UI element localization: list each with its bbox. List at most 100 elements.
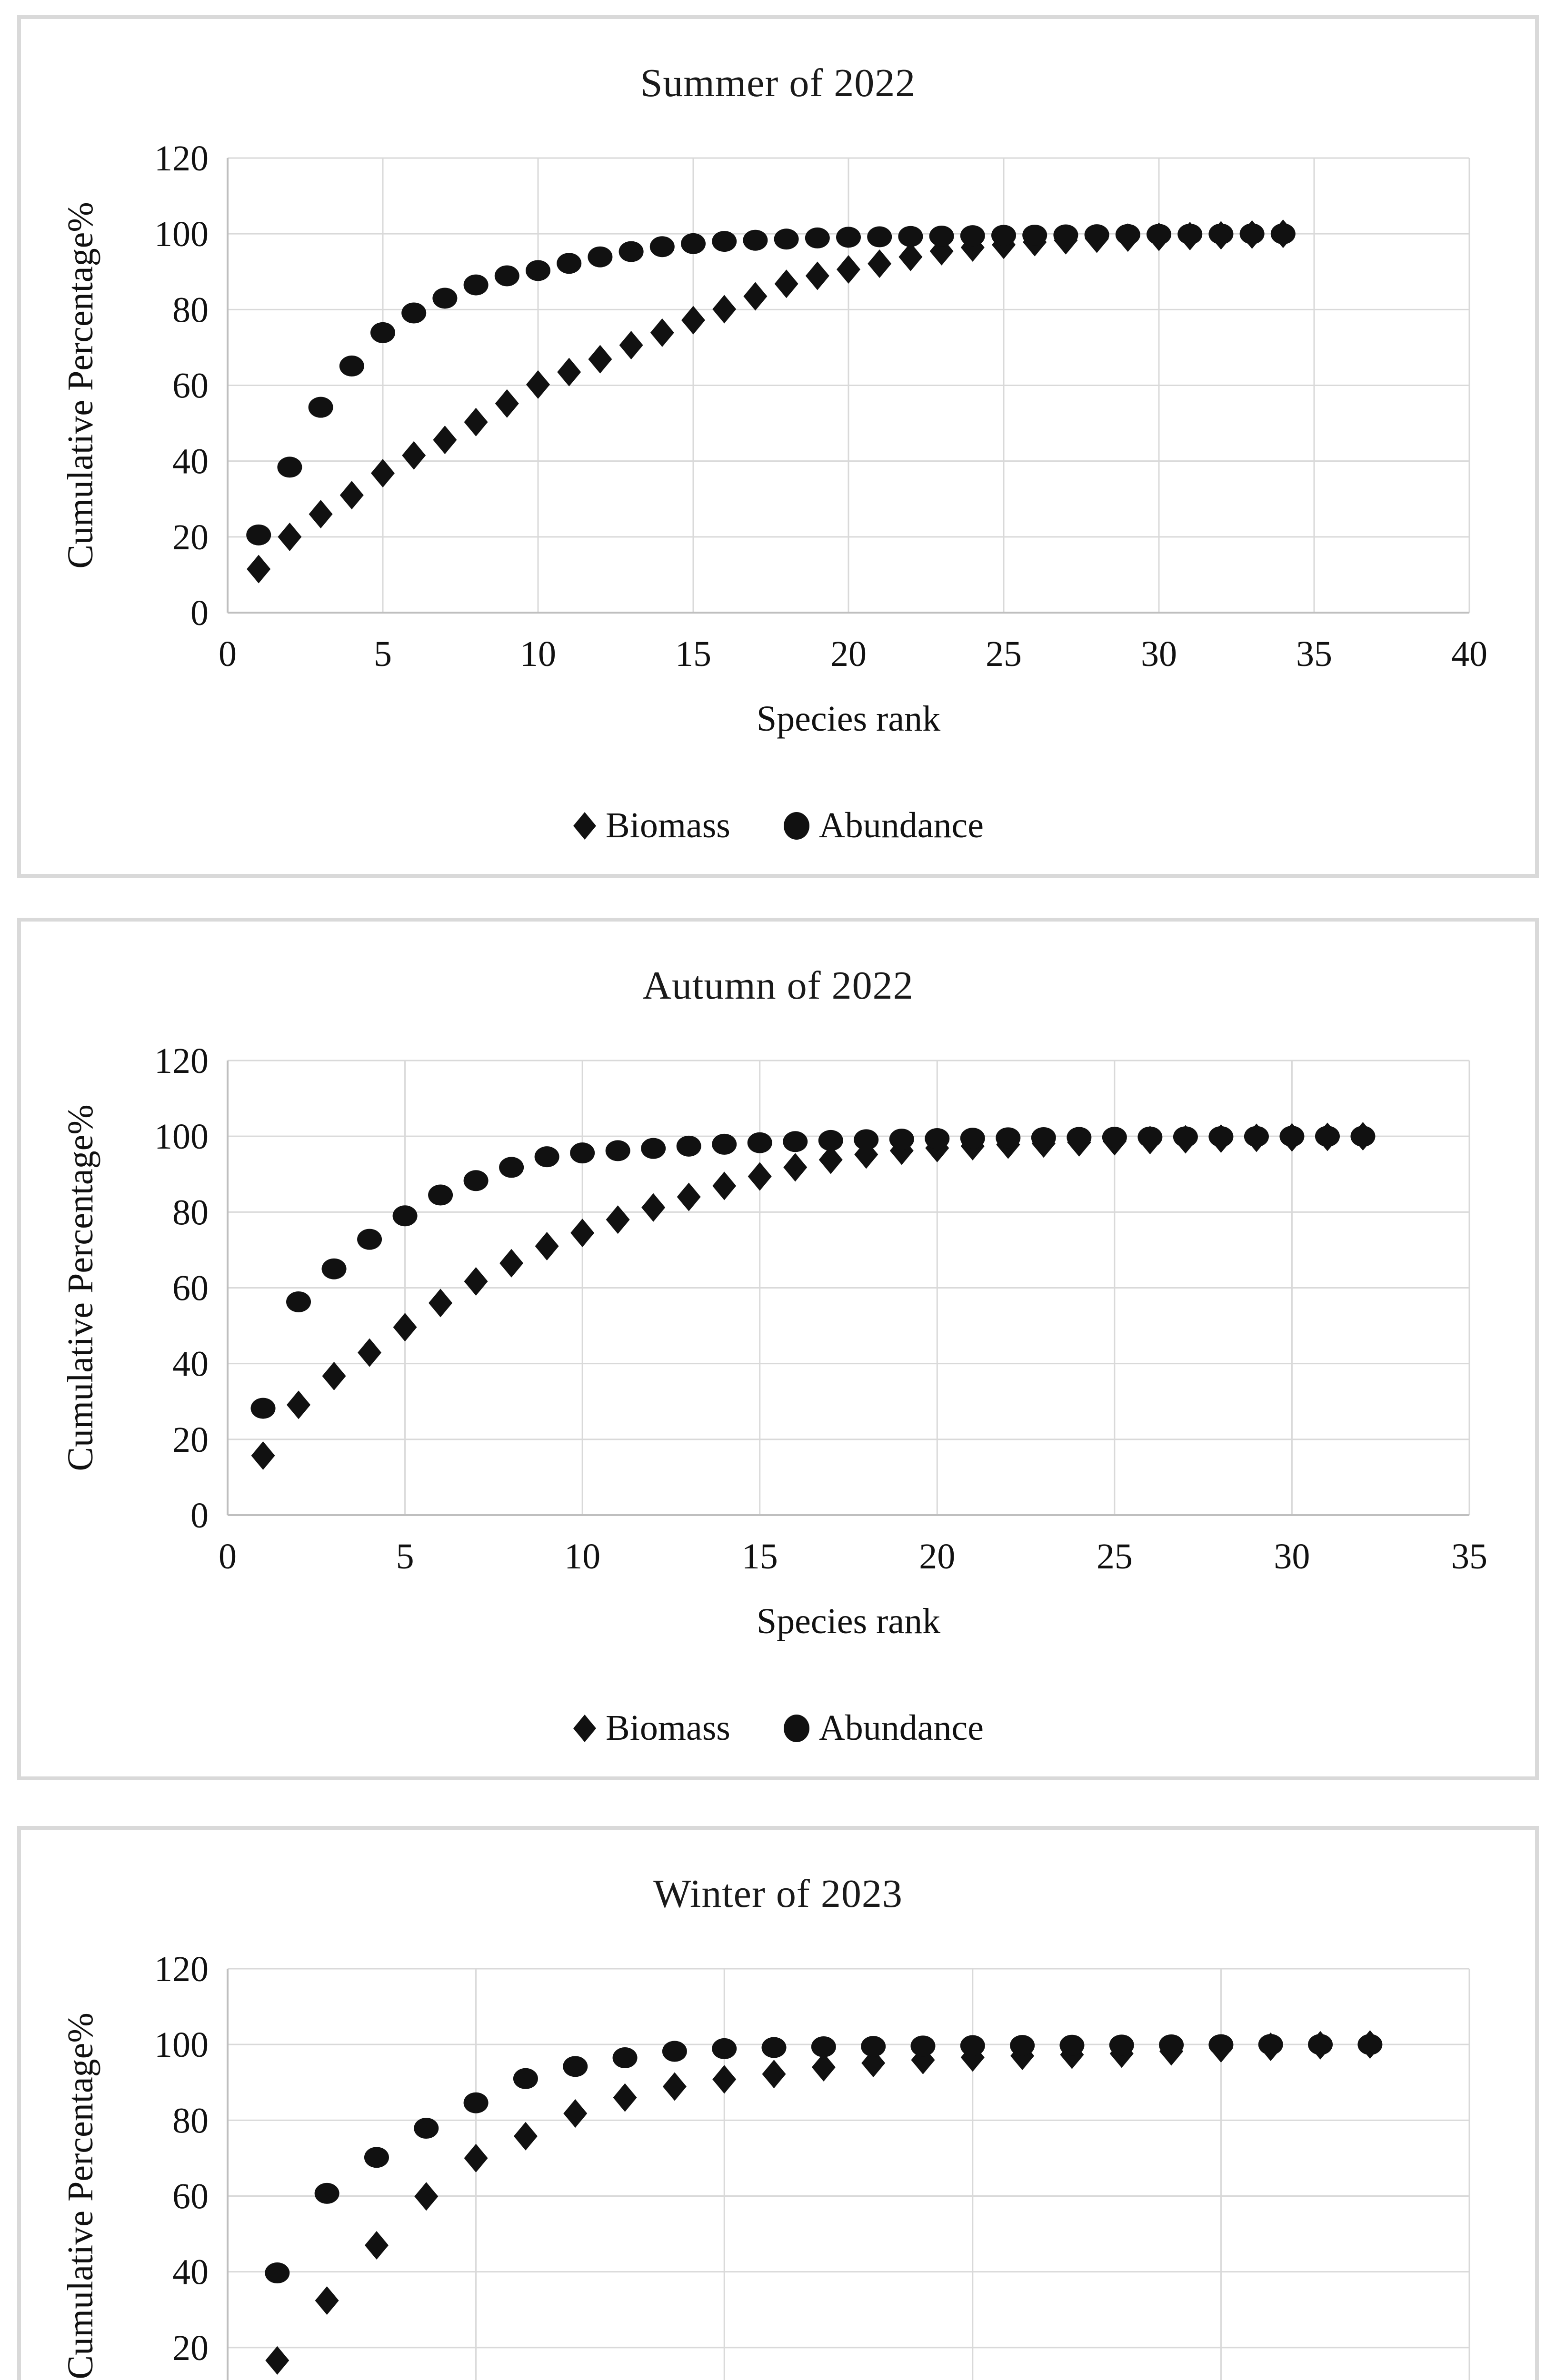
data-point-circle — [432, 288, 458, 309]
data-point-circle — [1315, 1126, 1340, 1147]
x-axis-title: Species rank — [757, 699, 940, 739]
data-point-diamond — [464, 407, 488, 436]
data-point-circle — [1059, 2034, 1085, 2056]
y-tick-label: 20 — [172, 2328, 209, 2368]
data-point-circle — [854, 1129, 879, 1150]
data-point-circle — [246, 524, 271, 545]
data-point-circle — [649, 236, 675, 258]
data-point-diamond — [322, 1361, 346, 1390]
data-point-diamond — [495, 389, 519, 418]
y-tick-label: 60 — [172, 1269, 209, 1309]
data-point-diamond — [371, 459, 395, 488]
data-point-circle — [712, 1133, 737, 1155]
x-tick-label: 20 — [830, 634, 867, 674]
data-point-circle — [1109, 2034, 1134, 2056]
data-point-circle — [1357, 2034, 1383, 2055]
data-point-diamond — [464, 1267, 488, 1296]
data-point-diamond — [889, 1136, 914, 1165]
data-point-diamond — [712, 2065, 737, 2094]
data-point-circle — [910, 2035, 936, 2057]
data-point-circle — [805, 227, 830, 248]
data-point-circle — [286, 1291, 311, 1312]
data-point-circle — [570, 1142, 595, 1164]
data-point-circle — [513, 2068, 538, 2089]
data-point-diamond — [774, 269, 798, 298]
x-tick-label: 20 — [919, 1537, 955, 1577]
x-tick-label: 30 — [1274, 1537, 1310, 1577]
data-point-diamond — [402, 441, 426, 470]
data-point-circle — [662, 2041, 687, 2062]
data-point-circle — [1102, 1127, 1127, 1148]
data-point-circle — [861, 2036, 886, 2057]
diamond-marker-icon — [573, 812, 597, 840]
data-point-circle — [463, 274, 489, 296]
y-tick-label: 80 — [172, 290, 209, 330]
data-point-circle — [1084, 224, 1109, 246]
diamond-marker-icon — [573, 1714, 597, 1742]
series-biomass — [265, 2030, 1382, 2375]
y-tick-label: 100 — [154, 1117, 209, 1157]
chart-panel-summer-2022: Summer of 2022 0 20 40 60 80 100 120 0 5 10 15 20 25… — [17, 15, 1539, 878]
data-point-diamond — [414, 2182, 439, 2211]
data-point-diamond — [265, 2346, 289, 2375]
data-point-diamond — [393, 1313, 417, 1342]
data-point-diamond — [364, 2231, 389, 2260]
y-tick-label: 40 — [172, 442, 209, 482]
data-point-circle — [1350, 1126, 1376, 1147]
data-point-circle — [1173, 1126, 1198, 1148]
chart-panel-winter-2023: Winter of 2023 0204060801001200510152025… — [17, 1826, 1539, 2380]
data-point-circle — [401, 302, 427, 324]
x-tick-label: 15 — [742, 1537, 778, 1577]
data-point-circle — [250, 1398, 276, 1419]
data-point-circle — [836, 227, 861, 248]
data-point-circle — [357, 1229, 382, 1250]
data-point-diamond — [712, 1171, 737, 1200]
data-point-diamond — [811, 2053, 836, 2082]
data-point-circle — [811, 2036, 836, 2057]
data-point-diamond — [805, 261, 829, 290]
y-axis-title: Cumulative Percentage% — [60, 1104, 100, 1471]
x-tick-label: 0 — [219, 634, 237, 674]
data-point-circle — [1244, 1126, 1269, 1147]
data-point-diamond — [358, 1338, 382, 1367]
data-point-circle — [605, 1140, 630, 1161]
data-point-circle — [925, 1128, 950, 1149]
y-tick-label: 120 — [154, 1949, 209, 1989]
data-point-circle — [818, 1130, 843, 1151]
data-point-circle — [1137, 1126, 1163, 1148]
data-point-circle — [1115, 224, 1140, 245]
x-tick-label: 5 — [396, 1537, 414, 1577]
data-point-circle — [1279, 1126, 1305, 1147]
data-point-diamond — [278, 522, 302, 551]
data-point-diamond — [588, 345, 612, 374]
data-point-diamond — [606, 1205, 630, 1234]
x-tick-label: 0 — [219, 1537, 237, 1577]
series-biomass — [247, 219, 1295, 584]
data-point-diamond — [247, 555, 271, 584]
y-tick-label: 60 — [172, 366, 209, 406]
x-axis-title: Species rank — [757, 1601, 940, 1641]
data-point-circle — [743, 229, 768, 251]
data-point-circle — [1177, 223, 1203, 245]
x-tick-label: 5 — [374, 634, 392, 674]
data-point-circle — [867, 226, 892, 248]
y-tick-label: 120 — [154, 1041, 209, 1081]
data-point-diamond — [315, 2286, 339, 2315]
data-point-circle — [463, 2092, 489, 2113]
data-point-circle — [774, 228, 799, 250]
data-point-circle — [929, 225, 954, 247]
data-point-diamond — [563, 2099, 588, 2128]
data-point-circle — [960, 1128, 985, 1149]
y-tick-label: 80 — [172, 2101, 209, 2141]
data-point-diamond — [743, 282, 768, 311]
data-point-circle — [898, 226, 923, 247]
data-point-circle — [1239, 223, 1265, 245]
data-point-circle — [277, 456, 302, 478]
data-point-diamond — [513, 2122, 538, 2151]
series-abundance — [246, 223, 1296, 545]
y-tick-label: 60 — [172, 2177, 209, 2217]
y-axis-title: Cumulative Percentage% — [60, 202, 100, 568]
y-tick-label: 0 — [190, 1496, 209, 1536]
scatter-plot-autumn: 0 20 40 60 80 100 120 0 5 10 15 20 25 30 35 Cumulative … — [60, 1041, 1487, 1641]
data-point-circle — [463, 1170, 489, 1191]
